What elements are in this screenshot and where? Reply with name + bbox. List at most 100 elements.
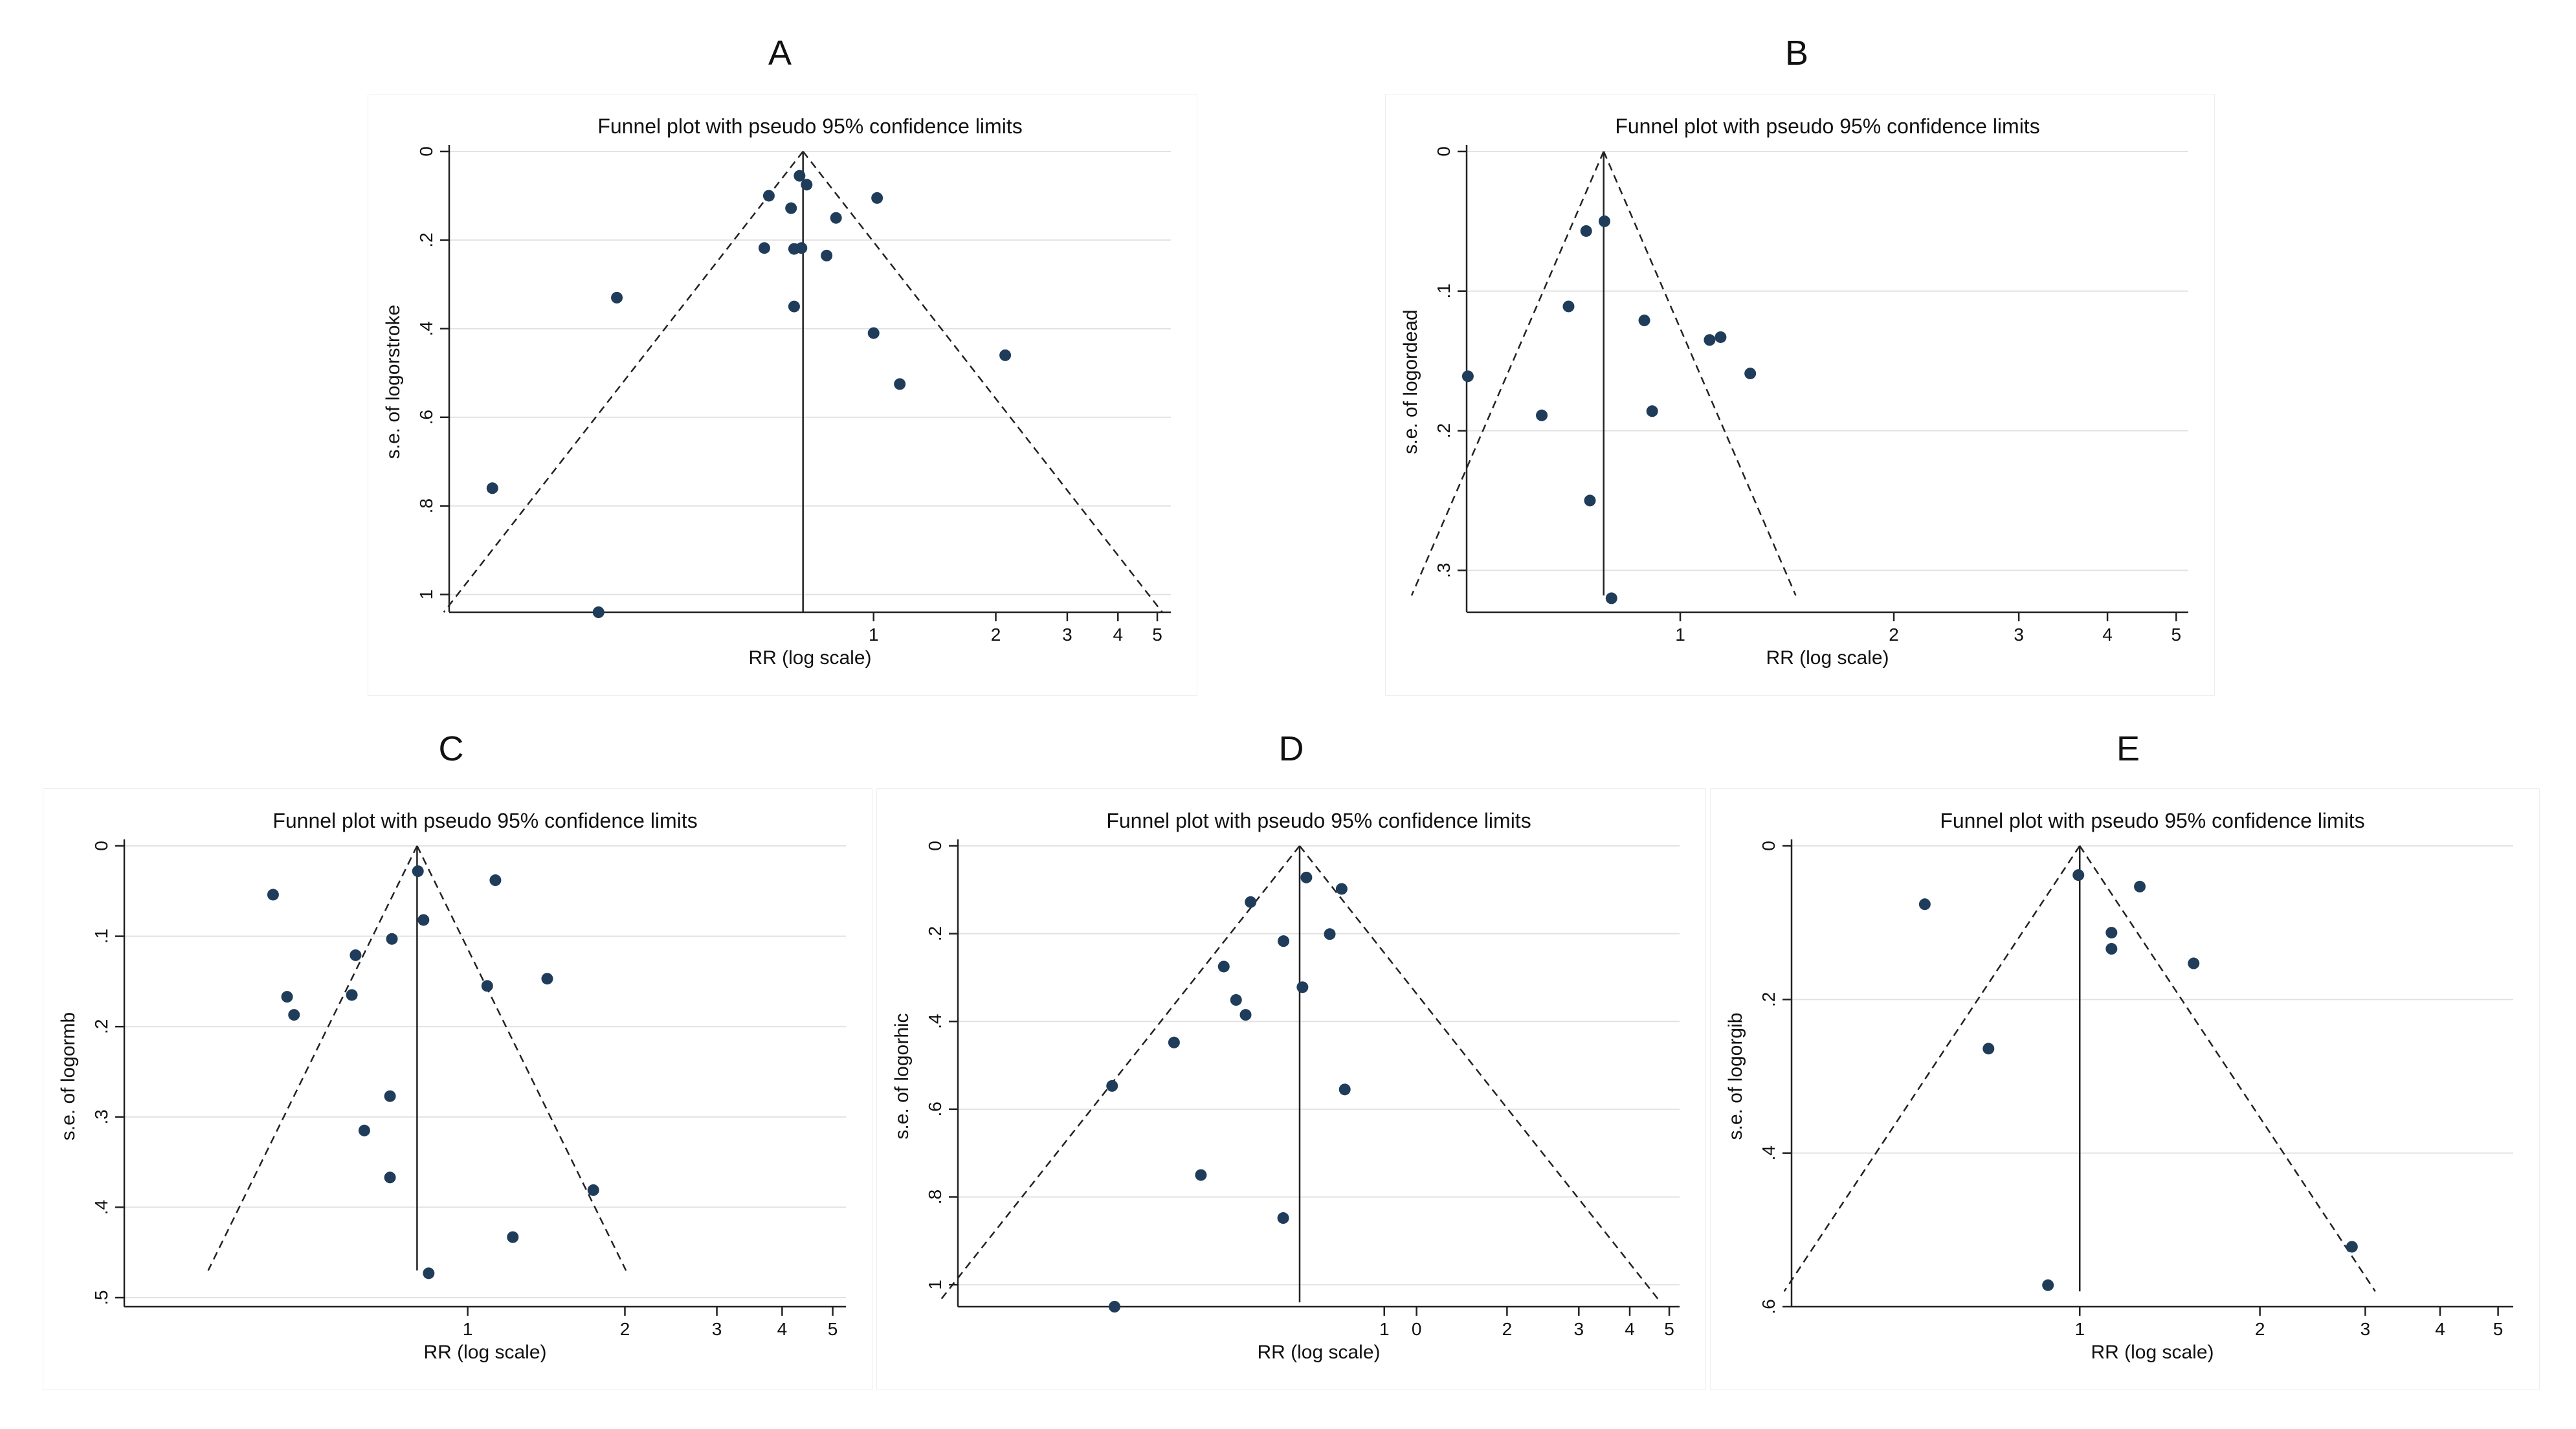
y-tick-label: 0 [1759,841,1779,851]
study-point [871,192,883,204]
study-point [1245,896,1257,908]
study-point [1168,1036,1180,1048]
funnel-upper-limit [802,151,1163,613]
x-tick-label: 1 [869,625,879,645]
x-tick-label: 2 [1502,1319,1513,1339]
study-point [1217,960,1230,973]
study-point [358,1124,370,1136]
study-point [2105,927,2118,939]
funnel-lower-limit [207,845,418,1271]
x-tick-label: 2 [1889,625,1899,645]
x-tick-label: 1 [463,1319,473,1339]
y-tick-label: 0 [416,146,436,157]
funnel-lower-limit [938,845,1300,1303]
x-tick-label: 3 [2360,1319,2371,1339]
x-axis-title: RR (log scale) [2091,1342,2214,1363]
study-point [386,933,398,945]
funnel-lower-limit [1783,845,2081,1292]
y-tick-label: .2 [416,232,436,247]
x-tick-label: 2 [991,625,1001,645]
y-tick-label: .8 [416,498,436,513]
study-point [267,889,279,901]
x-tick-label: 5 [1152,625,1162,645]
chart-svg: Funnel plot with pseudo 95% confidence l… [58,809,846,1363]
study-point [486,482,498,494]
x-tick-label: 3 [1574,1319,1584,1339]
study-point [2042,1279,2054,1291]
study-point [1239,1009,1252,1021]
study-point [1605,592,1617,604]
study-point [801,179,813,191]
chart-title: Funnel plot with pseudo 95% confidence l… [597,115,1022,138]
study-point [1536,409,1548,421]
y-tick-label: 1 [416,590,436,600]
study-point [288,1009,300,1021]
y-tick-label: .6 [1759,1299,1779,1314]
funnel-plot-e: Funnel plot with pseudo 95% confidence l… [1710,788,2540,1390]
y-tick-label: .6 [416,410,436,425]
y-tick-label: .5 [91,1290,111,1305]
study-point [795,242,808,254]
y-tick-label: .2 [1434,423,1454,438]
study-point [2346,1241,2358,1253]
x-tick-label: 1 [2074,1319,2085,1339]
study-point [2134,880,2146,892]
funnel-lower-limit [1410,151,1604,596]
x-tick-label: 0 [1412,1319,1422,1339]
study-point [830,212,842,224]
chart-title: Funnel plot with pseudo 95% confidence l… [1106,809,1531,832]
x-tick-label: 3 [2014,625,2024,645]
x-tick-label: 4 [1625,1319,1635,1339]
study-point [1715,331,1727,343]
study-point [592,606,605,618]
study-point [2072,869,2085,881]
study-point [1296,981,1309,993]
x-tick-label: 3 [712,1319,722,1339]
funnel-lower-limit [443,151,804,613]
study-point [417,914,430,926]
study-point [821,249,833,261]
study-point [2105,943,2118,955]
y-tick-label: 0 [91,841,111,851]
study-point [794,170,806,182]
y-tick-label: 1 [925,1279,945,1290]
funnel-plot-a: Funnel plot with pseudo 95% confidence l… [368,94,1197,696]
x-tick-label: 3 [1062,625,1072,645]
study-point [507,1231,519,1243]
study-point [999,349,1012,361]
panel-letter-b: B [1784,34,1809,72]
y-tick-label: .1 [91,929,111,944]
y-tick-label: .4 [1759,1146,1779,1160]
funnel-plot-d: Funnel plot with pseudo 95% confidence l… [876,788,1706,1390]
study-point [412,865,424,878]
study-point [1277,1212,1289,1224]
y-tick-label: .2 [925,926,945,941]
x-tick-label: 4 [777,1319,788,1339]
funnel-upper-limit [2079,845,2376,1292]
study-point [1704,334,1716,346]
study-point [587,1184,599,1196]
x-tick-label: 4 [1113,625,1123,645]
chart-svg: Funnel plot with pseudo 95% confidence l… [1400,115,2188,669]
study-point [541,973,553,985]
x-tick-label: 5 [1664,1319,1674,1339]
study-point [611,291,623,304]
y-tick-label: .3 [91,1109,111,1124]
study-point [2188,957,2200,969]
chart-svg: Funnel plot with pseudo 95% confidence l… [891,809,1680,1363]
x-tick-label: 4 [2435,1319,2445,1339]
funnel-plot-b: Funnel plot with pseudo 95% confidence l… [1385,94,2215,696]
y-axis-title: s.e. of logorstroke [383,305,404,459]
study-point [350,949,362,961]
x-tick-label: 1 [1379,1319,1390,1339]
study-point [1598,215,1610,227]
study-point [1338,1083,1351,1096]
study-point [384,1090,396,1102]
study-point [1918,898,1931,911]
y-tick-label: .4 [925,1014,945,1029]
study-point [1580,225,1592,237]
x-tick-label: 1 [1675,625,1685,645]
study-point [1300,871,1313,883]
study-point [1230,994,1242,1006]
funnel-upper-limit [416,845,627,1271]
